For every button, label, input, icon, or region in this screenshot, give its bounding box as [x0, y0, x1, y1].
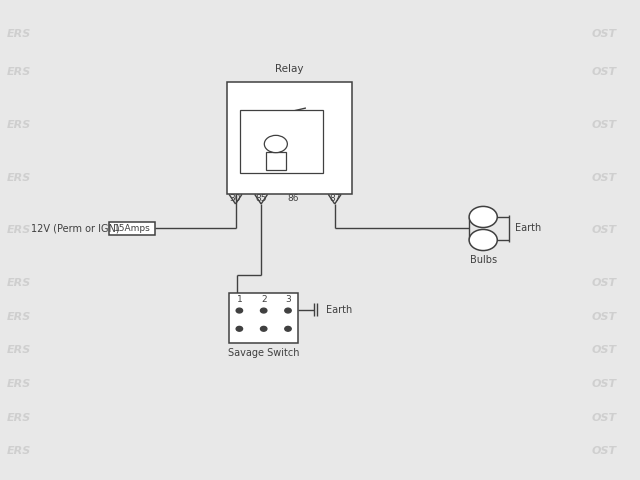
Text: ERS: ERS	[6, 346, 31, 355]
Text: 15Amps: 15Amps	[113, 224, 150, 233]
Circle shape	[236, 326, 243, 331]
Circle shape	[260, 326, 267, 331]
Text: 2: 2	[261, 295, 266, 304]
Text: ERS: ERS	[6, 67, 31, 77]
Text: ERS: ERS	[6, 120, 31, 130]
Bar	[109, 222, 155, 235]
Bar	[229, 293, 298, 343]
Circle shape	[260, 308, 267, 313]
Text: Earth: Earth	[326, 305, 353, 314]
Text: ERS: ERS	[6, 312, 31, 322]
Text: 12V (Perm or IGN): 12V (Perm or IGN)	[31, 224, 119, 233]
Circle shape	[285, 326, 291, 331]
Text: OST: OST	[592, 446, 617, 456]
Text: ERS: ERS	[6, 278, 31, 288]
Text: OST: OST	[592, 379, 617, 389]
Text: OST: OST	[592, 173, 617, 182]
Text: 3: 3	[285, 295, 291, 304]
Text: OST: OST	[592, 226, 617, 235]
Text: OST: OST	[592, 120, 617, 130]
Circle shape	[469, 229, 497, 251]
Text: ERS: ERS	[6, 173, 31, 182]
Circle shape	[469, 206, 497, 228]
Text: Savage Switch: Savage Switch	[228, 348, 300, 358]
Text: OST: OST	[592, 346, 617, 355]
Text: ERS: ERS	[6, 413, 31, 422]
Text: ERS: ERS	[6, 446, 31, 456]
Text: OST: OST	[592, 29, 617, 38]
Text: ERS: ERS	[6, 226, 31, 235]
Bar	[227, 82, 352, 194]
Text: Relay: Relay	[275, 64, 303, 74]
Circle shape	[236, 308, 243, 313]
Bar	[240, 110, 323, 173]
Bar	[266, 152, 286, 170]
Text: 30: 30	[230, 194, 241, 204]
Text: ERS: ERS	[6, 29, 31, 38]
Text: OST: OST	[592, 312, 617, 322]
Circle shape	[285, 308, 291, 313]
Text: OST: OST	[592, 67, 617, 77]
Text: ERS: ERS	[6, 379, 31, 389]
Text: Bulbs: Bulbs	[470, 255, 497, 265]
Text: 1: 1	[237, 295, 242, 304]
Text: OST: OST	[592, 278, 617, 288]
Text: 85: 85	[255, 194, 267, 204]
Text: 86: 86	[287, 194, 299, 204]
Text: Earth: Earth	[515, 224, 541, 233]
Circle shape	[264, 135, 287, 153]
Text: OST: OST	[592, 413, 617, 422]
Text: 87: 87	[329, 194, 340, 204]
